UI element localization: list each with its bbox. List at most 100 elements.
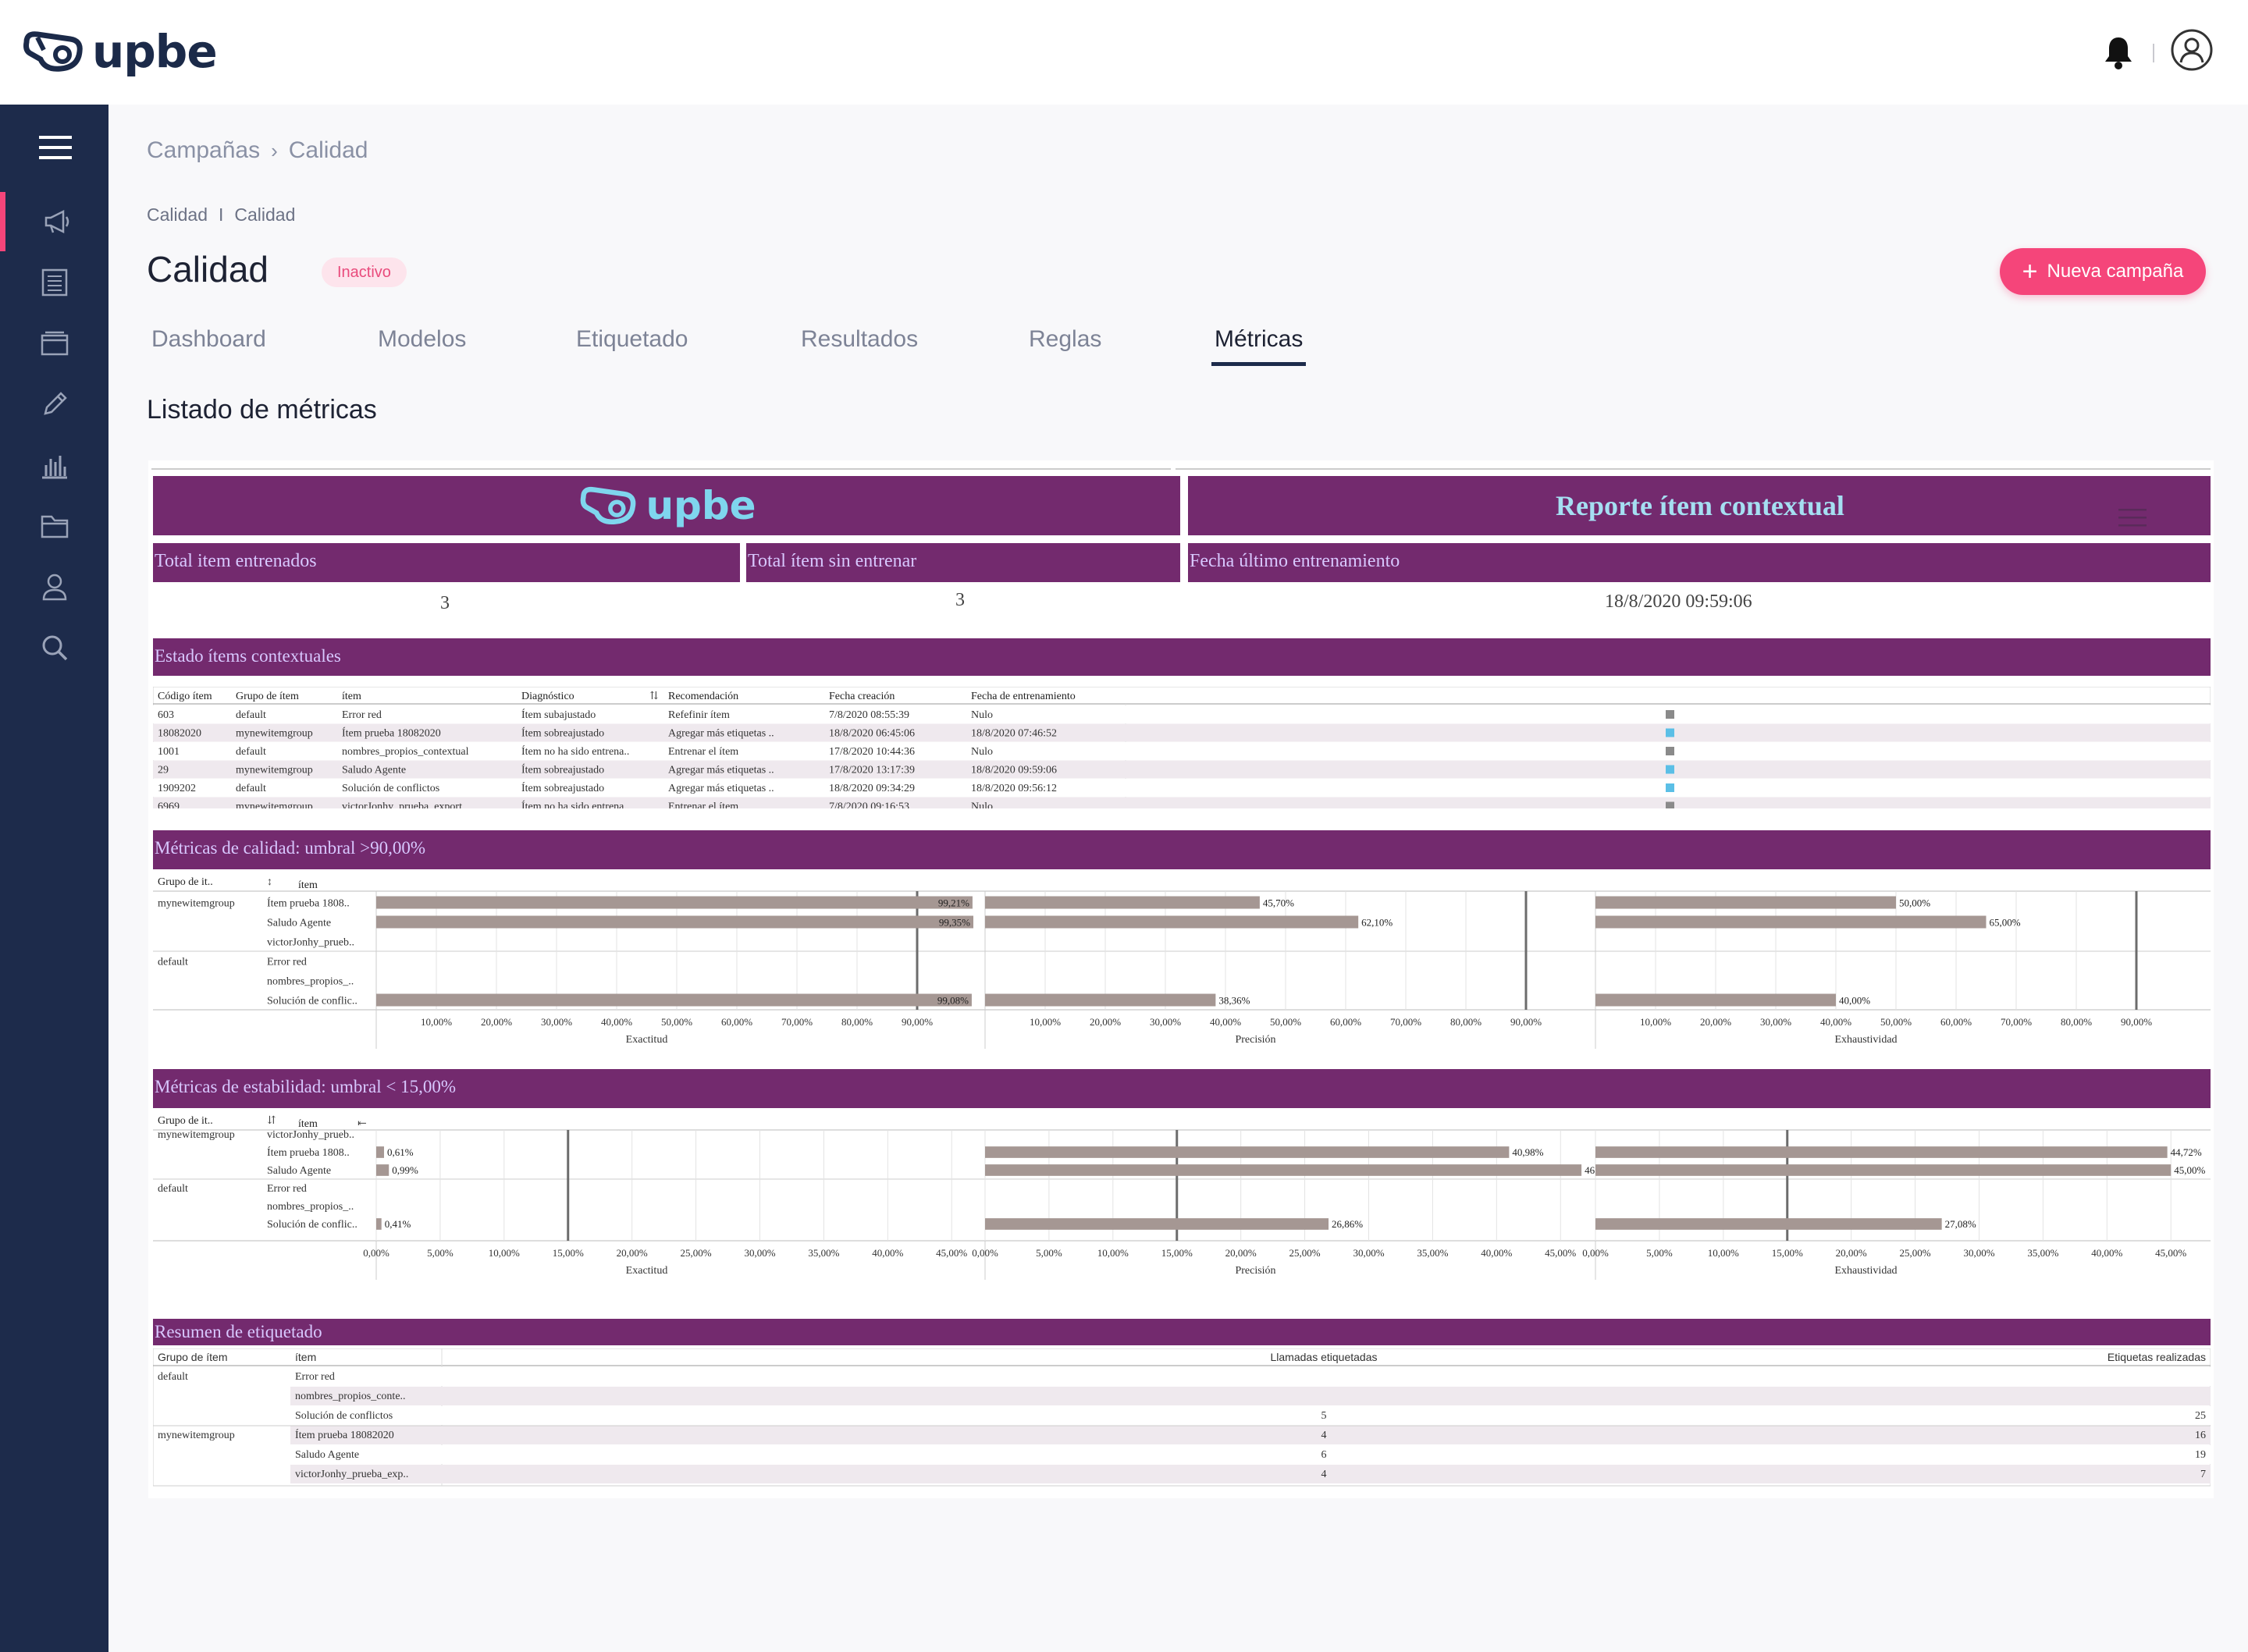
tab-metricas[interactable]: Métricas: [1211, 326, 1307, 366]
hamburger-icon[interactable]: [39, 136, 72, 159]
sidebar-item-list[interactable]: [0, 253, 108, 312]
sidebar-item-reports[interactable]: [0, 435, 108, 495]
sort-icon[interactable]: ⇤: [357, 1118, 367, 1130]
resumen-item: Saludo Agente: [295, 1449, 359, 1461]
estado-col-header[interactable]: Fecha de entrenamiento: [971, 691, 1076, 702]
bar[interactable]: [985, 1164, 1582, 1176]
bell-icon[interactable]: [2101, 34, 2136, 70]
estado-cell: Entrenar el ítem: [668, 746, 738, 758]
sidebar-item-files[interactable]: [0, 496, 108, 556]
bar[interactable]: [1595, 915, 1987, 929]
estado-cell: Solución de conflictos: [342, 783, 439, 794]
estado-col-header[interactable]: ítem: [342, 691, 361, 702]
tab-etiquetado[interactable]: Etiquetado: [576, 326, 688, 352]
sort-arrow-icon[interactable]: ⇅: [649, 691, 659, 702]
bar[interactable]: [376, 1164, 389, 1176]
estado-col-header[interactable]: Recomendación: [668, 691, 738, 702]
item-label: nombres_propios_..: [267, 1201, 354, 1213]
tab-reglas[interactable]: Reglas: [1029, 326, 1102, 352]
tick-label: 60,00%: [1330, 1016, 1361, 1028]
table-row[interactable]: [290, 1426, 2211, 1444]
estado-table: Código ítem Grupo de ítem ítem Diagnóstico R…: [153, 687, 2211, 808]
table-row[interactable]: [290, 1445, 2211, 1464]
estado-cell: default: [236, 746, 266, 758]
new-campaign-button[interactable]: + Nueva campaña: [2000, 248, 2206, 295]
bar[interactable]: [1595, 993, 1836, 1007]
table-row[interactable]: [290, 1465, 2211, 1483]
group-label: default: [158, 1183, 188, 1195]
tab-dashboard[interactable]: Dashboard: [151, 326, 266, 352]
estado-col-header[interactable]: Código ítem: [158, 691, 212, 702]
data-label: 40,98%: [1512, 1146, 1543, 1158]
estado-cell: Agregar más etiquetas ..: [668, 783, 774, 794]
tick-label: 10,00%: [421, 1016, 452, 1028]
sub-breadcrumb-b: Calidad: [234, 204, 296, 225]
bar[interactable]: [1595, 896, 1896, 909]
app-logo[interactable]: upbe: [22, 25, 218, 78]
bar[interactable]: [376, 915, 973, 929]
bar[interactable]: [376, 896, 973, 909]
user-circle-icon[interactable]: [2170, 28, 2214, 72]
bar[interactable]: [1595, 1164, 2172, 1176]
resumen-labels: 7: [2200, 1469, 2206, 1480]
table-row[interactable]: [153, 742, 2211, 760]
data-label: 99,21%: [938, 897, 969, 909]
report-logo-text: upbe: [646, 483, 756, 528]
item-col-header[interactable]: ítem: [298, 1118, 318, 1130]
table-row[interactable]: [153, 705, 2211, 723]
pencil-icon: [43, 392, 67, 415]
sort-icon[interactable]: ↕: [267, 876, 272, 888]
table-row[interactable]: [153, 723, 2211, 742]
table-row[interactable]: [290, 1387, 2211, 1405]
bar[interactable]: [376, 1218, 382, 1230]
bar-chart-icon: [41, 456, 67, 479]
tab-resultados[interactable]: Resultados: [801, 326, 919, 352]
sidebar-item-users[interactable]: [0, 557, 108, 616]
table-row[interactable]: [290, 1367, 2211, 1386]
tick-label: 30,00%: [1150, 1016, 1181, 1028]
resumen-col-header[interactable]: Grupo de ítem: [158, 1351, 228, 1363]
report-embed[interactable]: upbe Reporte ítem contextual Total item …: [148, 460, 2214, 1498]
breadcrumb-campaigns[interactable]: Campañas: [147, 137, 261, 163]
bar[interactable]: [376, 1146, 384, 1158]
bar[interactable]: [1595, 1218, 1942, 1230]
resumen-col-header[interactable]: Llamadas etiquetadas: [1271, 1351, 1378, 1363]
bar[interactable]: [985, 993, 1216, 1007]
sub-breadcrumb: Calidad I Calidad: [147, 204, 295, 226]
sidebar-item-labeling[interactable]: [0, 375, 108, 434]
sidebar-item-inbox[interactable]: [0, 314, 108, 373]
estado-cell: 29: [158, 765, 169, 776]
table-row[interactable]: [153, 760, 2211, 779]
resumen-col-header[interactable]: Etiquetas realizadas: [2108, 1351, 2206, 1363]
estado-cell: Ítem sobreajustado: [521, 781, 604, 794]
table-row[interactable]: [290, 1406, 2211, 1425]
data-label: 0,41%: [385, 1218, 411, 1230]
bar[interactable]: [985, 896, 1260, 909]
sidebar-item-search[interactable]: [0, 618, 108, 677]
group-col-header[interactable]: Grupo de it..: [158, 1115, 213, 1127]
item-col-header[interactable]: ítem: [298, 879, 318, 891]
bar[interactable]: [1595, 1146, 2168, 1158]
estado-col-header[interactable]: Diagnóstico: [521, 691, 574, 702]
hamburger-icon[interactable]: [2118, 507, 2147, 529]
bar[interactable]: [376, 993, 972, 1007]
tick-label: 50,00%: [1270, 1016, 1301, 1028]
estado-col-header[interactable]: Grupo de ítem: [236, 691, 299, 702]
bar[interactable]: [985, 915, 1359, 929]
table-row[interactable]: [153, 797, 2211, 809]
sidebar-item-campaigns[interactable]: [0, 192, 108, 251]
breadcrumb-current: Calidad: [288, 137, 368, 163]
table-row[interactable]: [153, 779, 2211, 797]
estado-cell: 7/8/2020 08:55:39: [829, 709, 909, 721]
bar[interactable]: [985, 1146, 1510, 1158]
sort-icon[interactable]: ⇵: [267, 1115, 276, 1127]
group-col-header[interactable]: Grupo de it..: [158, 876, 213, 888]
bar[interactable]: [985, 1218, 1329, 1230]
threshold-line: [916, 891, 919, 1010]
resumen-col-header[interactable]: ítem: [295, 1351, 316, 1363]
estado-col-header[interactable]: Fecha creación: [829, 691, 895, 702]
estado-cell: Refefinir ítem: [668, 709, 730, 721]
tab-modelos[interactable]: Modelos: [378, 326, 467, 352]
resumen-item: victorJonhy_prueba_exp..: [295, 1469, 408, 1480]
tick-label: 35,00%: [808, 1247, 839, 1259]
